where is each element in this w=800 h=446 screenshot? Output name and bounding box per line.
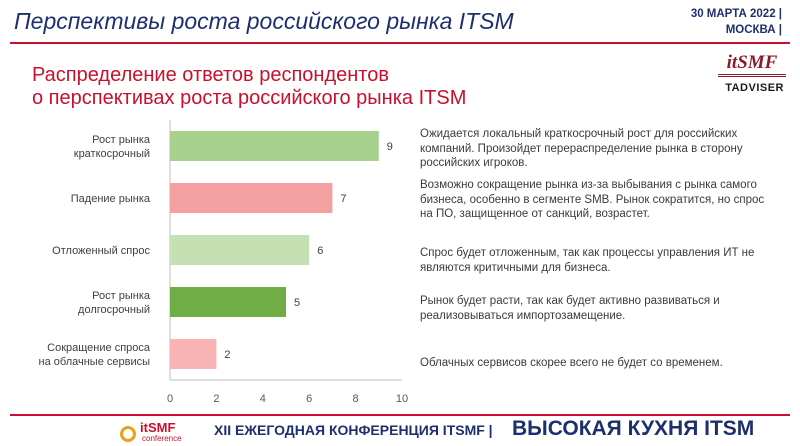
x-tick-label: 8 bbox=[353, 393, 359, 405]
category-label: на облачные сервисы bbox=[39, 356, 151, 368]
x-tick-label: 10 bbox=[396, 393, 408, 405]
bar-value-label: 7 bbox=[340, 193, 346, 205]
category-label: Рост рынка bbox=[92, 290, 151, 302]
bar bbox=[170, 339, 217, 369]
slide-title: Перспективы роста российского рынка ITSM bbox=[14, 8, 514, 34]
bar-value-label: 2 bbox=[224, 349, 230, 361]
comment-3: Спрос будет отложенным, так как процессы… bbox=[420, 247, 755, 274]
conference-logo: itSMF bbox=[140, 420, 176, 435]
slide-header: Перспективы роста российского рынка ITSM… bbox=[0, 0, 800, 44]
header-divider bbox=[10, 42, 790, 44]
event-location: МОСКВА | bbox=[725, 24, 782, 36]
bar bbox=[170, 131, 379, 161]
conference-name: XII ЕЖЕГОДНАЯ КОНФЕРЕНЦИЯ ITSMF | bbox=[214, 422, 493, 438]
category-label: краткосрочный bbox=[74, 148, 150, 160]
bar-value-label: 6 bbox=[317, 245, 323, 257]
itsmf-logo: itSMF bbox=[726, 52, 778, 73]
tadviser-logo: TADVISER bbox=[725, 82, 784, 94]
bar bbox=[170, 235, 310, 265]
conference-logo-sub: conference bbox=[142, 434, 182, 443]
slide-footer: itSMF conference XII ЕЖЕГОДНАЯ КОНФЕРЕНЦ… bbox=[0, 412, 800, 446]
bar bbox=[170, 183, 333, 213]
comment-1: Ожидается локальный краткосрочный рост д… bbox=[420, 128, 743, 169]
footer-divider bbox=[10, 414, 790, 416]
bar bbox=[170, 287, 286, 317]
bar-value-label: 9 bbox=[387, 141, 393, 153]
x-tick-label: 0 bbox=[167, 393, 173, 405]
event-date: 30 МАРТА 2022 | bbox=[690, 8, 782, 20]
conference-slogan: ВЫСОКАЯ КУХНЯ ITSM bbox=[512, 417, 755, 440]
chart-subtitle: Распределение ответов респондентов о пер… bbox=[32, 64, 592, 110]
category-label: Рост рынка bbox=[92, 134, 151, 146]
comment-2: Возможно сокращение рынка из-за выбывани… bbox=[420, 179, 765, 220]
subtitle-line-2: о перспективах роста российского рынка I… bbox=[32, 87, 467, 109]
subtitle-line-1: Распределение ответов респондентов bbox=[32, 64, 389, 86]
x-tick-label: 4 bbox=[260, 393, 266, 405]
category-label: Сокращение спроса bbox=[47, 342, 151, 354]
conference-logo-icon bbox=[120, 426, 136, 442]
x-tick-label: 2 bbox=[213, 393, 219, 405]
category-label: Отложенный спрос bbox=[52, 245, 150, 257]
itsmf-logo-underline bbox=[718, 74, 786, 77]
x-tick-label: 6 bbox=[306, 393, 312, 405]
category-label: долгосрочный bbox=[78, 304, 150, 316]
bar-chart-svg: 0 2 4 6 8 10 9 Рост рынка краткосрочный 7 Падение … bbox=[39, 120, 408, 405]
comment-5: Облачных сервисов скорее всего не будет … bbox=[420, 357, 723, 369]
category-label: Падение рынка bbox=[71, 193, 151, 205]
bar-value-label: 5 bbox=[294, 297, 300, 309]
event-date-location: 30 МАРТА 2022 | МОСКВА | bbox=[691, 6, 782, 38]
comment-4: Рынок будет расти, так как будет активно… bbox=[420, 295, 720, 322]
bar-chart: 0 2 4 6 8 10 9 Рост рынка краткосрочный 7 Падение … bbox=[0, 112, 420, 412]
